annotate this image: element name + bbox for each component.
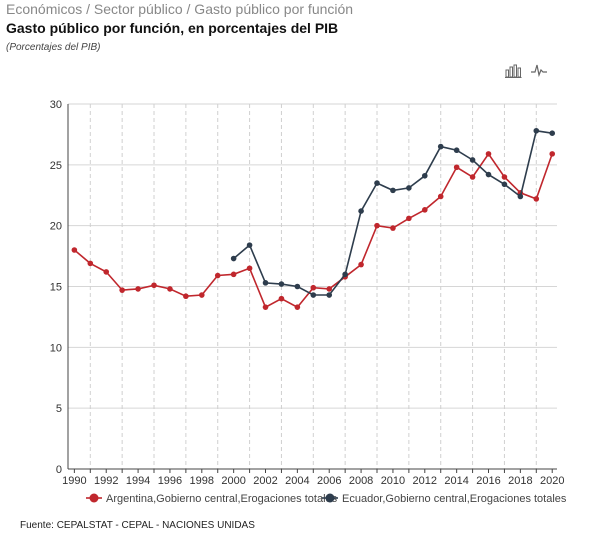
data-point[interactable] [469, 174, 476, 180]
data-point[interactable] [246, 242, 253, 248]
data-point[interactable] [262, 304, 269, 310]
y-tick-label: 25 [50, 160, 62, 172]
legend-label: Argentina,Gobierno central,Erogaciones t… [106, 493, 338, 505]
x-tick-label: 1994 [126, 475, 150, 487]
legend-item-1[interactable]: Argentina,Gobierno central,Erogaciones t… [86, 493, 338, 505]
data-point[interactable] [469, 157, 476, 163]
data-point[interactable] [501, 181, 508, 188]
x-tick-label: 2014 [444, 475, 468, 487]
data-point[interactable] [294, 304, 301, 310]
legend-marker [89, 493, 99, 503]
legend-label: Ecuador,Gobierno central,Erogaciones tot… [342, 493, 567, 505]
x-tick-label: 1996 [158, 475, 182, 487]
data-point[interactable] [198, 292, 205, 298]
data-point[interactable] [453, 147, 460, 154]
data-point[interactable] [533, 127, 540, 134]
data-point[interactable] [453, 164, 460, 171]
data-point[interactable] [485, 151, 492, 157]
data-point[interactable] [71, 247, 78, 253]
data-point[interactable] [421, 207, 428, 213]
series-1 [71, 151, 556, 310]
data-point[interactable] [278, 295, 285, 302]
bar-chart-icon[interactable] [504, 62, 522, 78]
data-point[interactable] [406, 215, 412, 222]
data-point[interactable] [103, 269, 110, 275]
data-point[interactable] [278, 281, 285, 287]
page-subtitle: (Porcentajes del PIB) [6, 42, 101, 53]
x-tick-label: 2016 [476, 475, 500, 487]
data-point[interactable] [406, 185, 412, 191]
chart-type-toolbar [504, 62, 548, 78]
data-point[interactable] [517, 193, 524, 200]
data-point[interactable] [87, 260, 94, 267]
breadcrumb: Económicos / Sector público / Gasto públ… [6, 1, 354, 17]
data-point[interactable] [437, 143, 444, 150]
data-point[interactable] [342, 271, 348, 278]
x-tick-label: 1990 [62, 475, 86, 487]
data-point[interactable] [501, 174, 508, 180]
data-point[interactable] [358, 208, 364, 214]
data-point[interactable] [421, 172, 428, 179]
line-chart-icon[interactable] [530, 62, 548, 78]
x-tick-label: 2010 [381, 475, 405, 487]
x-tick-label: 1998 [190, 475, 214, 487]
data-point[interactable] [437, 193, 444, 200]
data-point[interactable] [485, 171, 492, 178]
data-point[interactable] [294, 283, 301, 290]
data-point[interactable] [549, 130, 556, 136]
data-point[interactable] [246, 265, 253, 272]
x-tick-label: 2012 [413, 475, 437, 487]
x-tick-label: 1992 [94, 475, 118, 487]
data-point[interactable] [310, 284, 317, 291]
y-tick-label: 0 [56, 464, 62, 476]
y-tick-label: 20 [50, 221, 62, 233]
data-point[interactable] [390, 187, 396, 194]
x-tick-label: 2018 [508, 475, 532, 487]
data-point[interactable] [167, 286, 173, 292]
x-tick-label: 2006 [317, 475, 341, 487]
legend-item-2[interactable]: Ecuador,Gobierno central,Erogaciones tot… [322, 493, 567, 505]
data-point[interactable] [374, 180, 380, 186]
data-point[interactable] [230, 271, 237, 278]
source-note: Fuente: CEPALSTAT - CEPAL - NACIONES UNI… [20, 520, 255, 531]
data-point[interactable] [230, 255, 237, 262]
data-point[interactable] [549, 151, 556, 157]
data-point[interactable] [310, 292, 317, 298]
data-point[interactable] [374, 222, 380, 229]
page-title: Gasto público por función, en porcentaje… [6, 20, 339, 36]
x-tick-label: 2000 [221, 475, 245, 487]
y-tick-label: 15 [50, 282, 62, 294]
data-point[interactable] [326, 286, 333, 292]
x-tick-label: 2008 [349, 475, 373, 487]
data-point[interactable] [214, 272, 221, 279]
y-tick-label: 30 [50, 99, 62, 111]
legend-marker [325, 493, 335, 503]
x-tick-label: 2004 [285, 475, 309, 487]
data-point[interactable] [326, 292, 333, 298]
x-tick-label: 2020 [540, 475, 564, 487]
y-tick-label: 10 [50, 342, 62, 354]
data-point[interactable] [262, 280, 269, 286]
data-point[interactable] [119, 287, 125, 293]
series-2 [230, 127, 556, 298]
data-point[interactable] [151, 282, 157, 289]
data-point[interactable] [135, 286, 141, 292]
chart-legend: Argentina,Gobierno central,Erogaciones t… [86, 493, 567, 505]
data-point[interactable] [533, 196, 540, 202]
chart-axes: 0 5 10 15 20 25 30 1990 1992 1994 1996 1998 2000 2002… [50, 99, 565, 487]
data-point[interactable] [390, 225, 396, 231]
data-point[interactable] [183, 293, 189, 300]
data-point[interactable] [358, 261, 364, 268]
x-tick-label: 2002 [253, 475, 277, 487]
chart-series [71, 127, 556, 310]
y-tick-label: 5 [56, 403, 62, 415]
